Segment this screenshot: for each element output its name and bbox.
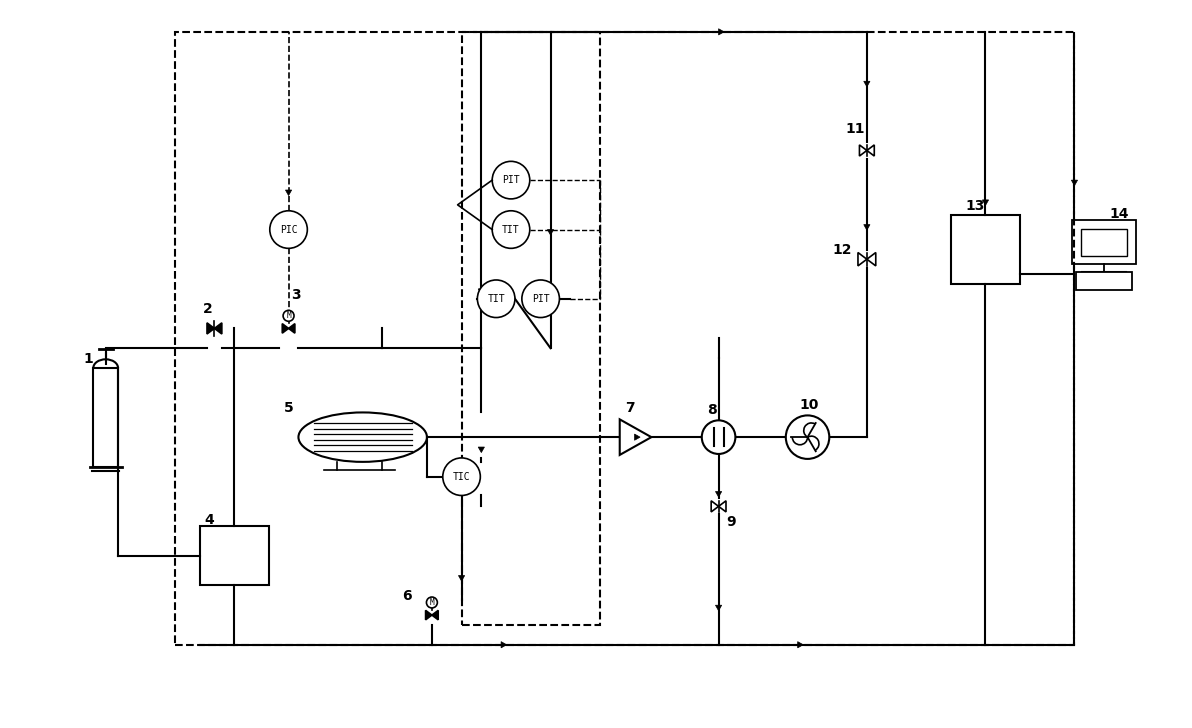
Text: 3: 3 [292, 288, 302, 301]
Polygon shape [1072, 180, 1078, 186]
Bar [199, 526, 268, 585]
Polygon shape [215, 323, 222, 334]
Polygon shape [634, 434, 640, 440]
Text: 9: 9 [726, 515, 737, 529]
Text: 6: 6 [402, 589, 412, 604]
Bar [93, 368, 118, 467]
Text: TIC: TIC [453, 472, 471, 482]
Text: 12: 12 [832, 243, 852, 257]
Polygon shape [982, 200, 988, 205]
Circle shape [786, 416, 830, 459]
Bar [951, 215, 1020, 284]
Polygon shape [712, 501, 719, 512]
Polygon shape [719, 28, 724, 35]
Polygon shape [478, 447, 484, 453]
Text: 8: 8 [707, 403, 716, 417]
Polygon shape [719, 501, 726, 512]
Polygon shape [478, 289, 484, 294]
Polygon shape [859, 145, 867, 156]
Polygon shape [459, 576, 465, 581]
Text: 4: 4 [205, 513, 215, 527]
Text: PIC: PIC [280, 224, 297, 234]
Polygon shape [547, 229, 553, 235]
Text: 11: 11 [845, 122, 864, 135]
Bar [1072, 220, 1136, 264]
Polygon shape [426, 610, 432, 620]
Polygon shape [858, 253, 867, 266]
Bar [1076, 272, 1131, 290]
Text: M: M [429, 598, 434, 607]
Circle shape [269, 211, 308, 248]
Text: PIT: PIT [532, 294, 550, 304]
Polygon shape [432, 610, 439, 620]
Text: TIT: TIT [488, 294, 505, 304]
Text: 13: 13 [966, 199, 985, 213]
Polygon shape [207, 323, 215, 334]
Text: 2: 2 [203, 301, 212, 316]
Circle shape [492, 162, 529, 199]
Bar [461, 32, 600, 625]
Text: 5: 5 [284, 401, 293, 416]
Polygon shape [797, 641, 803, 648]
Text: M: M [286, 312, 291, 320]
Bar [175, 32, 1074, 645]
Polygon shape [501, 641, 507, 648]
Text: TIT: TIT [502, 224, 520, 234]
Text: 1: 1 [83, 352, 94, 366]
Text: PIT: PIT [502, 175, 520, 185]
Polygon shape [283, 324, 288, 333]
Polygon shape [288, 324, 294, 333]
Polygon shape [620, 419, 651, 455]
Bar [1081, 229, 1128, 256]
Circle shape [477, 280, 515, 317]
Circle shape [283, 310, 294, 321]
Text: 7: 7 [625, 401, 634, 416]
Circle shape [442, 458, 480, 496]
Polygon shape [715, 605, 721, 611]
Text: 10: 10 [800, 398, 819, 413]
Ellipse shape [298, 413, 427, 462]
Polygon shape [864, 82, 870, 87]
Circle shape [427, 597, 437, 608]
Circle shape [702, 420, 735, 454]
Polygon shape [714, 434, 719, 440]
Polygon shape [715, 491, 721, 497]
Polygon shape [867, 145, 874, 156]
Polygon shape [285, 190, 292, 196]
Circle shape [522, 280, 559, 317]
Circle shape [492, 211, 529, 248]
Polygon shape [867, 253, 876, 266]
Text: 14: 14 [1109, 207, 1129, 221]
Polygon shape [864, 225, 870, 230]
